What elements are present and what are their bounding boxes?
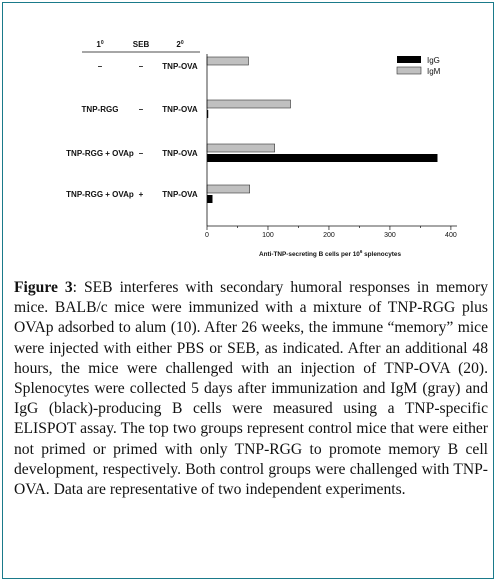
caption-label: Figure 3 [14, 279, 73, 296]
row-label-primary-4: TNP-RGG + OVAp [66, 190, 134, 199]
bar-igm-3 [206, 143, 275, 153]
caption-text: : SEB interferes with secondary humoral … [14, 279, 488, 499]
x-tick-label-300: 300 [384, 232, 396, 239]
legend-label-igg: IgG [427, 56, 440, 65]
bar-igm-1 [206, 56, 249, 66]
row-label-seb-1: – [139, 62, 144, 71]
bar-igg-3 [207, 154, 438, 162]
row-label-primary-1: – [98, 62, 103, 71]
bar-igm-4 [206, 184, 250, 194]
row-label-seb-4: + [139, 190, 144, 199]
row-label-seb-3: – [139, 149, 144, 158]
row-label-primary-3: TNP-RGG + OVAp [66, 149, 134, 158]
bar-igm-2 [206, 99, 291, 109]
x-tick-label-400: 400 [445, 232, 457, 239]
bar-igg-2 [207, 110, 209, 118]
row-label-seb-2: – [139, 105, 144, 114]
x-tick-label-0: 0 [205, 232, 209, 239]
row-label-secondary-1: TNP-OVA [162, 62, 198, 71]
row-label-primary-2: TNP-RGG [82, 105, 119, 114]
header-primary: 10 [96, 40, 103, 49]
legend-swatch-igg [397, 56, 421, 63]
legend: IgG IgM [396, 56, 441, 76]
bar-igg-4 [207, 195, 213, 203]
row-label-secondary-2: TNP-OVA [162, 105, 198, 114]
legend-label-igm: IgM [427, 67, 441, 76]
x-axis-label: Anti-TNP-secreting B cells per 106 splen… [259, 249, 402, 258]
header-secondary-degree: 0 [181, 40, 184, 46]
x-tick-label-100: 100 [262, 232, 274, 239]
x-tick-label-200: 200 [323, 232, 335, 239]
header-primary-degree: 0 [101, 40, 104, 46]
figure-frame [2, 2, 494, 579]
row-label-secondary-3: TNP-OVA [162, 149, 198, 158]
legend-swatch-igm [396, 66, 422, 75]
bar-chart: 10 SEB 20 – – TNP-OVA TNP-RGG – TNP-OVA TNP-RG… [66, 40, 457, 258]
header-secondary: 20 [176, 40, 183, 49]
header-seb: SEB [133, 40, 150, 49]
row-label-secondary-4: TNP-OVA [162, 190, 198, 199]
figure-caption: Figure 3: SEB interferes with secondary … [14, 278, 488, 500]
